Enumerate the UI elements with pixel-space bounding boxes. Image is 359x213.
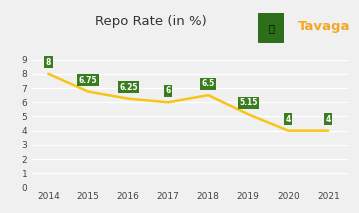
FancyBboxPatch shape — [258, 12, 284, 43]
Text: 4: 4 — [326, 115, 331, 124]
Text: 8: 8 — [46, 58, 51, 67]
Text: Repo Rate (in %): Repo Rate (in %) — [95, 15, 207, 28]
Text: Tavaga: Tavaga — [298, 20, 350, 33]
Text: 4: 4 — [286, 115, 291, 124]
Text: 5.15: 5.15 — [239, 98, 257, 107]
Text: 6: 6 — [165, 86, 171, 95]
Text: 6.5: 6.5 — [202, 79, 215, 88]
Text: 🦌: 🦌 — [268, 23, 274, 33]
Text: 6.25: 6.25 — [119, 83, 137, 92]
Text: 6.75: 6.75 — [79, 76, 98, 85]
